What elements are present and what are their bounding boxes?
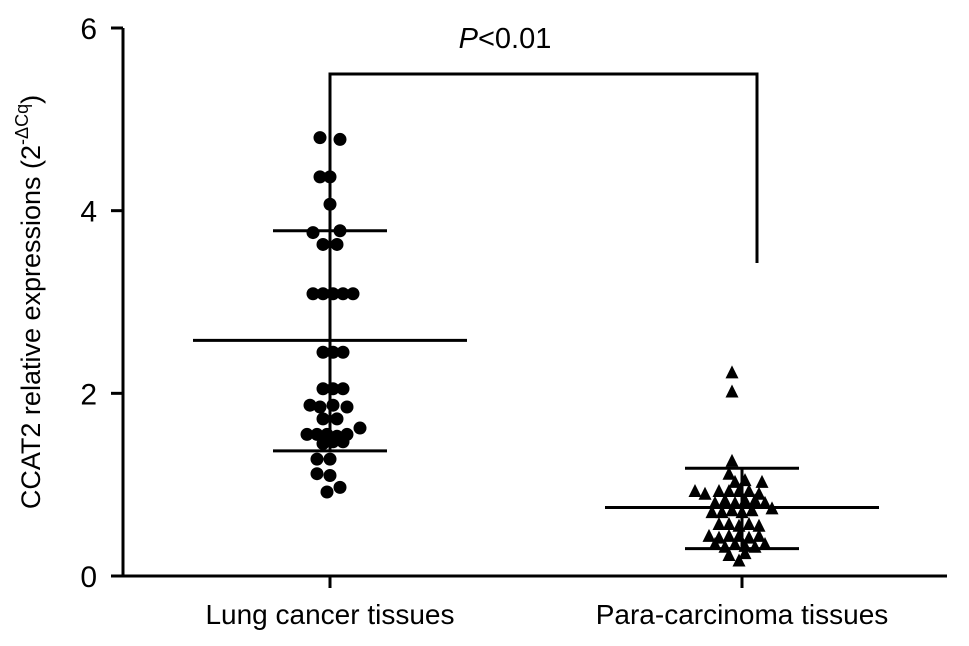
y-tick-label-0: 0 bbox=[80, 561, 97, 594]
point-s0-8 bbox=[330, 237, 344, 251]
point-s1-10 bbox=[722, 484, 736, 498]
point-s0-24 bbox=[316, 412, 330, 426]
point-s0-31 bbox=[353, 421, 367, 435]
point-s0-36 bbox=[323, 452, 337, 466]
y-axis-label-close: ) bbox=[16, 95, 46, 104]
point-s1-26 bbox=[712, 516, 726, 530]
point-s0-17 bbox=[316, 382, 330, 396]
data-points bbox=[300, 131, 779, 567]
y-axis-ticks: 0 2 4 6 bbox=[80, 13, 123, 594]
point-s0-22 bbox=[326, 398, 340, 412]
point-s0-10 bbox=[316, 287, 330, 301]
point-s0-7 bbox=[316, 237, 330, 251]
point-s1-0 bbox=[725, 365, 739, 379]
point-s0-13 bbox=[346, 287, 360, 301]
point-s0-32 bbox=[316, 437, 330, 451]
point-s1-4 bbox=[728, 474, 742, 488]
point-s0-3 bbox=[323, 170, 337, 184]
point-s1-12 bbox=[742, 484, 756, 498]
point-s1-42 bbox=[758, 537, 772, 551]
x-axis-ticks: Lung cancer tissues Para-carcinoma tissue… bbox=[205, 576, 888, 630]
point-s0-19 bbox=[336, 382, 350, 396]
point-s0-26 bbox=[300, 427, 314, 441]
point-s1-45 bbox=[732, 553, 746, 567]
point-s0-35 bbox=[310, 452, 324, 466]
point-s1-1 bbox=[725, 384, 739, 398]
point-s1-36 bbox=[752, 528, 766, 542]
point-s1-8 bbox=[698, 486, 712, 500]
point-s1-15 bbox=[718, 493, 732, 507]
point-s1-33 bbox=[722, 528, 736, 542]
significance-p: P bbox=[459, 23, 479, 55]
point-s0-23 bbox=[340, 400, 354, 414]
point-s0-1 bbox=[333, 132, 347, 146]
y-axis-label: CCAT2 relative expressions (2-ΔCq) bbox=[12, 95, 46, 509]
y-tick-label-3: 6 bbox=[80, 13, 97, 46]
point-s1-21 bbox=[715, 505, 729, 519]
point-s0-21 bbox=[313, 400, 327, 414]
x-category-label-1: Para-carcinoma tissues bbox=[596, 599, 889, 630]
point-s0-20 bbox=[303, 398, 317, 412]
y-tick-label-2: 4 bbox=[80, 196, 97, 229]
significance-bracket bbox=[328, 72, 759, 263]
point-s1-29 bbox=[742, 516, 756, 530]
point-s1-20 bbox=[705, 505, 719, 519]
point-s1-39 bbox=[728, 537, 742, 551]
point-s0-0 bbox=[313, 131, 327, 145]
point-s1-24 bbox=[745, 503, 759, 517]
x-category-label-0: Lung cancer tissues bbox=[205, 599, 454, 630]
point-s1-43 bbox=[722, 547, 736, 561]
point-s0-5 bbox=[306, 226, 320, 240]
point-s0-40 bbox=[333, 480, 347, 494]
point-s1-5 bbox=[738, 473, 752, 487]
point-s0-38 bbox=[323, 469, 337, 483]
significance-label: P<0.01 bbox=[459, 23, 552, 55]
point-s0-34 bbox=[336, 435, 350, 449]
point-s1-44 bbox=[738, 546, 752, 560]
point-s1-7 bbox=[688, 484, 702, 498]
y-axis-label-superscript: -ΔCq bbox=[12, 104, 32, 145]
point-s1-18 bbox=[748, 493, 762, 507]
point-s0-12 bbox=[336, 287, 350, 301]
point-s1-27 bbox=[722, 516, 736, 530]
y-tick-label-1: 2 bbox=[80, 378, 97, 411]
point-s1-31 bbox=[702, 528, 716, 542]
significance-value: <0.01 bbox=[478, 23, 551, 55]
point-s1-19 bbox=[758, 495, 772, 509]
point-s1-2 bbox=[725, 453, 739, 467]
point-s0-9 bbox=[306, 287, 320, 301]
point-s0-39 bbox=[320, 485, 334, 499]
point-s1-37 bbox=[708, 537, 722, 551]
point-s0-37 bbox=[310, 467, 324, 481]
summary-lines bbox=[193, 229, 879, 551]
point-s0-2 bbox=[313, 170, 327, 184]
point-s0-25 bbox=[330, 412, 344, 426]
point-s1-30 bbox=[752, 518, 766, 532]
point-s1-9 bbox=[712, 484, 726, 498]
point-s1-3 bbox=[722, 466, 736, 480]
point-s0-14 bbox=[316, 345, 330, 359]
point-s0-16 bbox=[336, 345, 350, 359]
point-s1-22 bbox=[725, 503, 739, 517]
y-axis-label-main: CCAT2 relative expressions (2 bbox=[16, 145, 46, 509]
point-s0-4 bbox=[323, 197, 337, 211]
point-s1-6 bbox=[755, 474, 769, 488]
